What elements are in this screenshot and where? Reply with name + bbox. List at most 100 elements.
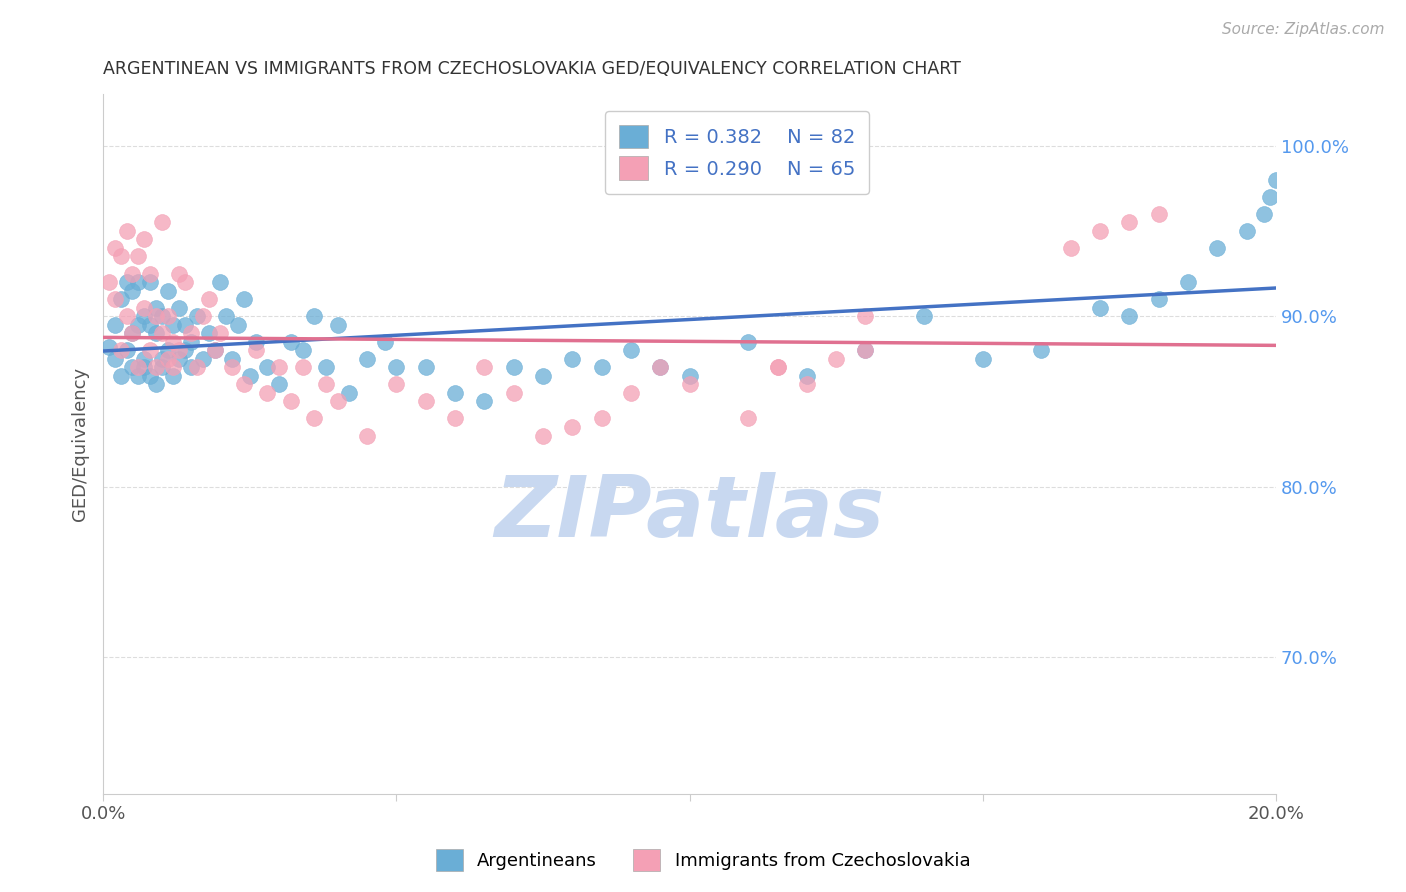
Point — [385, 360, 408, 375]
Point — [150, 309, 173, 323]
Point — [180, 326, 202, 341]
Point — [1253, 207, 1275, 221]
Point — [162, 368, 184, 383]
Point — [232, 292, 254, 306]
Point — [104, 351, 127, 366]
Point — [121, 360, 143, 375]
Point — [110, 368, 132, 383]
Point — [127, 368, 149, 383]
Point — [280, 394, 302, 409]
Point — [855, 343, 877, 358]
Point — [121, 284, 143, 298]
Point — [650, 360, 672, 375]
Point — [169, 267, 191, 281]
Point — [186, 309, 208, 323]
Point — [650, 360, 672, 375]
Point — [139, 267, 162, 281]
Point — [1265, 172, 1288, 186]
Point — [1258, 190, 1281, 204]
Point — [1088, 224, 1111, 238]
Point — [156, 351, 179, 366]
Point — [267, 360, 290, 375]
Point — [186, 360, 208, 375]
Point — [561, 420, 583, 434]
Point — [104, 241, 127, 255]
Point — [134, 309, 156, 323]
Point — [472, 360, 495, 375]
Point — [156, 284, 179, 298]
Point — [110, 343, 132, 358]
Point — [678, 377, 700, 392]
Point — [855, 343, 877, 358]
Point — [139, 343, 162, 358]
Point — [98, 275, 121, 289]
Point — [737, 411, 759, 425]
Point — [972, 351, 994, 366]
Point — [531, 428, 554, 442]
Point — [145, 360, 167, 375]
Point — [737, 334, 759, 349]
Point — [127, 275, 149, 289]
Point — [339, 385, 361, 400]
Point — [127, 250, 149, 264]
Point — [825, 351, 848, 366]
Point — [174, 343, 197, 358]
Point — [134, 232, 156, 246]
Point — [145, 326, 167, 341]
Point — [326, 394, 349, 409]
Point — [145, 301, 167, 315]
Point — [531, 368, 554, 383]
Point — [678, 368, 700, 383]
Point — [591, 411, 613, 425]
Point — [912, 309, 935, 323]
Point — [162, 360, 184, 375]
Point — [127, 318, 149, 332]
Point — [1088, 301, 1111, 315]
Point — [415, 394, 437, 409]
Point — [415, 360, 437, 375]
Text: Source: ZipAtlas.com: Source: ZipAtlas.com — [1222, 22, 1385, 37]
Point — [226, 318, 249, 332]
Point — [326, 318, 349, 332]
Point — [209, 326, 232, 341]
Point — [1177, 275, 1199, 289]
Point — [444, 385, 467, 400]
Point — [197, 292, 219, 306]
Point — [245, 334, 267, 349]
Point — [150, 360, 173, 375]
Point — [110, 292, 132, 306]
Point — [766, 360, 789, 375]
Point — [169, 301, 191, 315]
Point — [291, 360, 314, 375]
Point — [121, 326, 143, 341]
Point — [472, 394, 495, 409]
Point — [134, 351, 156, 366]
Point — [162, 318, 184, 332]
Point — [115, 224, 138, 238]
Point — [134, 301, 156, 315]
Point — [561, 351, 583, 366]
Point — [291, 343, 314, 358]
Text: ZIPatlas: ZIPatlas — [495, 473, 884, 556]
Point — [145, 309, 167, 323]
Point — [1060, 241, 1083, 255]
Point — [280, 334, 302, 349]
Point — [1031, 343, 1053, 358]
Point — [139, 318, 162, 332]
Point — [256, 360, 278, 375]
Point — [1147, 292, 1170, 306]
Point — [591, 360, 613, 375]
Point — [1206, 241, 1229, 255]
Point — [232, 377, 254, 392]
Text: ARGENTINEAN VS IMMIGRANTS FROM CZECHOSLOVAKIA GED/EQUIVALENCY CORRELATION CHART: ARGENTINEAN VS IMMIGRANTS FROM CZECHOSLO… — [103, 60, 962, 78]
Point — [356, 351, 378, 366]
Point — [191, 309, 214, 323]
Point — [145, 377, 167, 392]
Point — [174, 318, 197, 332]
Point — [139, 368, 162, 383]
Point — [110, 250, 132, 264]
Point — [385, 377, 408, 392]
Point — [104, 318, 127, 332]
Point — [162, 334, 184, 349]
Point — [204, 343, 226, 358]
